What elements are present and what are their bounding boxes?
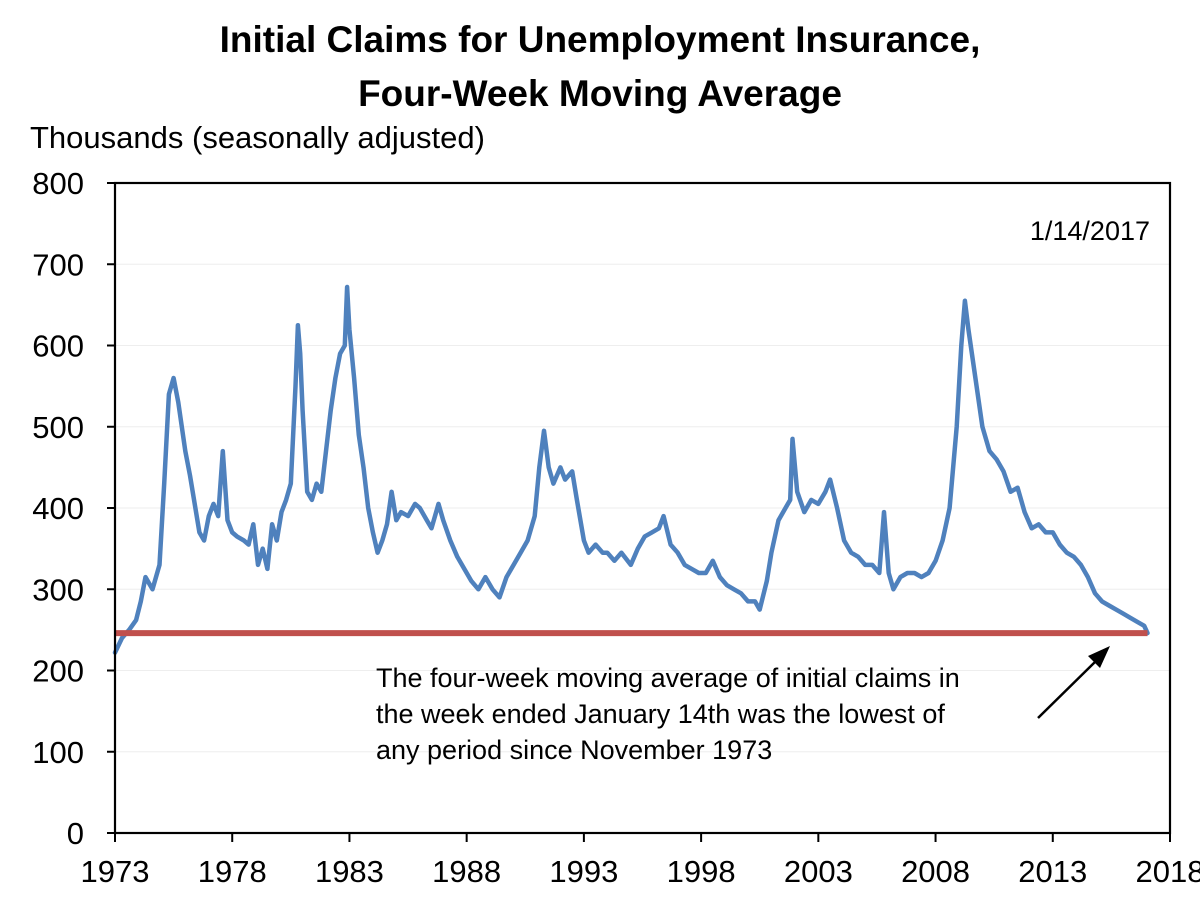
y-axis-label: Thousands (seasonally adjusted) xyxy=(30,120,485,155)
x-tick-label: 1973 xyxy=(81,854,150,889)
plot-area-border xyxy=(113,181,1172,835)
date-stamp: 1/14/2017 xyxy=(1030,216,1150,246)
chart-title-line-1: Initial Claims for Unemployment Insuranc… xyxy=(219,19,981,60)
x-tick-label: 2003 xyxy=(784,854,853,889)
chart-title-line-2: Four-Week Moving Average xyxy=(358,73,842,114)
y-tick-label: 600 xyxy=(32,329,84,364)
annotation-line-2: the week ended January 14th was the lowe… xyxy=(376,699,945,729)
y-tick-label: 500 xyxy=(32,410,84,445)
x-tick-label: 1998 xyxy=(667,854,736,889)
x-tick-label: 2018 xyxy=(1136,854,1200,889)
y-tick-label: 300 xyxy=(32,572,84,607)
y-tick-label: 0 xyxy=(67,816,84,851)
x-tick-label: 2008 xyxy=(901,854,970,889)
y-tick-label: 400 xyxy=(32,491,84,526)
annotation-line-3: any period since November 1973 xyxy=(376,735,773,765)
y-tick-label: 800 xyxy=(32,166,84,201)
annotation-line-1: The four-week moving average of initial … xyxy=(376,663,960,693)
x-tick-label: 1988 xyxy=(432,854,501,889)
x-tick-label: 1978 xyxy=(198,854,267,889)
annotation-arrow-head xyxy=(1088,646,1110,668)
x-tick-label: 1983 xyxy=(315,854,384,889)
y-tick-label: 700 xyxy=(32,247,84,282)
y-tick-label: 100 xyxy=(32,735,84,770)
y-tick-label: 200 xyxy=(32,654,84,689)
annotation-arrow-shaft xyxy=(1037,660,1097,719)
chart-annotation: The four-week moving average of initial … xyxy=(376,660,1056,768)
series-line-0 xyxy=(112,284,1150,655)
x-tick-label: 2013 xyxy=(1018,854,1087,889)
x-tick-label: 1993 xyxy=(549,854,618,889)
